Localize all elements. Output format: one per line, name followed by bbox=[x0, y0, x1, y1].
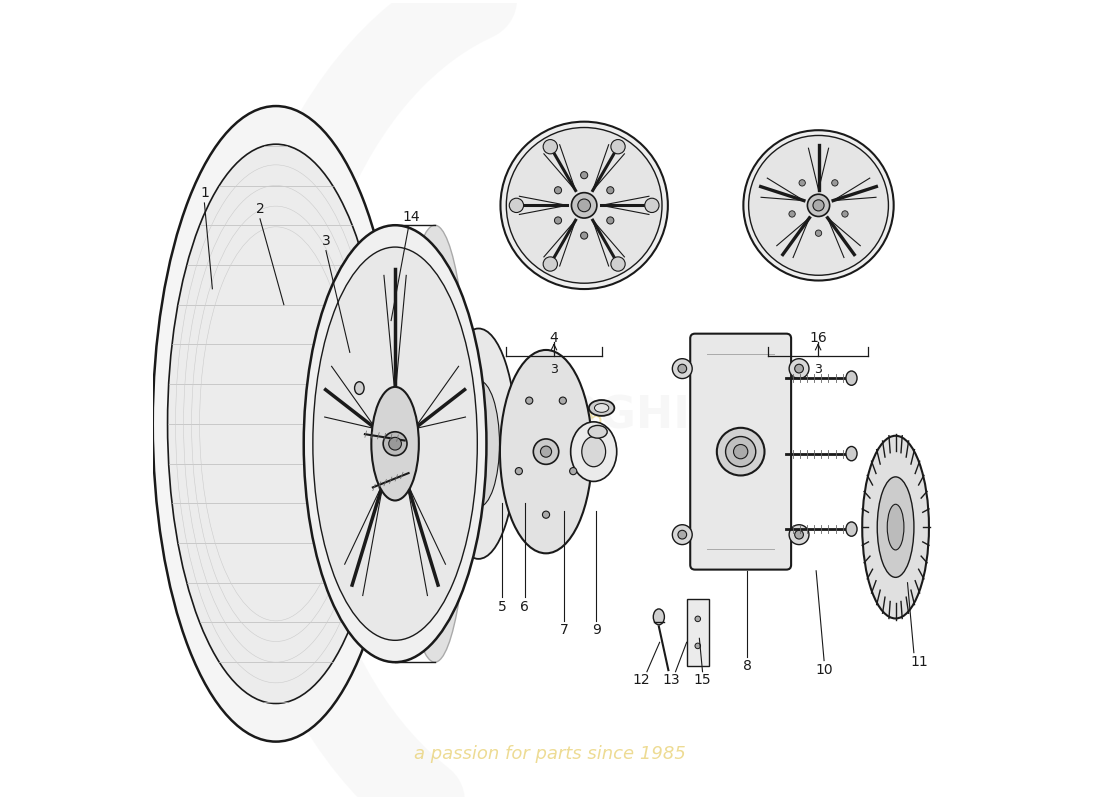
Ellipse shape bbox=[581, 232, 587, 239]
Text: 8: 8 bbox=[742, 659, 751, 673]
Ellipse shape bbox=[570, 467, 576, 474]
Ellipse shape bbox=[509, 198, 524, 213]
Ellipse shape bbox=[744, 130, 893, 281]
Ellipse shape bbox=[846, 522, 857, 536]
Ellipse shape bbox=[607, 186, 614, 194]
Ellipse shape bbox=[807, 194, 829, 217]
Ellipse shape bbox=[789, 358, 808, 378]
Ellipse shape bbox=[815, 230, 822, 236]
Text: 7: 7 bbox=[560, 623, 569, 638]
Text: 3: 3 bbox=[321, 234, 330, 248]
Text: 3: 3 bbox=[814, 363, 822, 376]
Ellipse shape bbox=[610, 139, 625, 154]
Ellipse shape bbox=[734, 445, 748, 458]
Ellipse shape bbox=[554, 217, 562, 224]
Text: LAMBORGHINI: LAMBORGHINI bbox=[387, 394, 745, 438]
Ellipse shape bbox=[540, 446, 551, 457]
Ellipse shape bbox=[388, 438, 401, 450]
Ellipse shape bbox=[794, 364, 803, 373]
Text: 2: 2 bbox=[255, 202, 264, 216]
Ellipse shape bbox=[440, 329, 517, 559]
Ellipse shape bbox=[832, 180, 838, 186]
Ellipse shape bbox=[695, 616, 701, 622]
Ellipse shape bbox=[543, 139, 558, 154]
Ellipse shape bbox=[717, 428, 764, 475]
Ellipse shape bbox=[581, 171, 587, 178]
Ellipse shape bbox=[846, 446, 857, 461]
Ellipse shape bbox=[789, 525, 808, 545]
Ellipse shape bbox=[678, 364, 686, 373]
Ellipse shape bbox=[543, 257, 558, 271]
Ellipse shape bbox=[572, 193, 597, 218]
Ellipse shape bbox=[645, 198, 659, 213]
Text: 11: 11 bbox=[911, 655, 928, 669]
Ellipse shape bbox=[559, 397, 566, 404]
Text: 9: 9 bbox=[592, 623, 601, 638]
Ellipse shape bbox=[862, 436, 929, 618]
Ellipse shape bbox=[499, 350, 592, 554]
Text: 5: 5 bbox=[498, 599, 507, 614]
Ellipse shape bbox=[877, 477, 914, 578]
Text: 4: 4 bbox=[550, 331, 559, 345]
Ellipse shape bbox=[304, 226, 486, 662]
Ellipse shape bbox=[653, 609, 664, 625]
Ellipse shape bbox=[534, 439, 559, 464]
Ellipse shape bbox=[312, 247, 477, 640]
Ellipse shape bbox=[695, 643, 701, 649]
Ellipse shape bbox=[799, 180, 805, 186]
Ellipse shape bbox=[594, 403, 608, 412]
FancyBboxPatch shape bbox=[690, 334, 791, 570]
Text: 3: 3 bbox=[550, 363, 558, 376]
Ellipse shape bbox=[588, 426, 607, 438]
Text: 13: 13 bbox=[662, 673, 680, 686]
Bar bbox=[686, 598, 708, 666]
Ellipse shape bbox=[846, 371, 857, 386]
Ellipse shape bbox=[888, 504, 904, 550]
Ellipse shape bbox=[167, 144, 384, 703]
Ellipse shape bbox=[515, 467, 522, 474]
Ellipse shape bbox=[672, 525, 692, 545]
Text: 1: 1 bbox=[200, 186, 209, 201]
Ellipse shape bbox=[610, 257, 625, 271]
Ellipse shape bbox=[153, 106, 399, 742]
Ellipse shape bbox=[813, 200, 824, 211]
Ellipse shape bbox=[582, 437, 606, 466]
Text: 6: 6 bbox=[520, 599, 529, 614]
Ellipse shape bbox=[554, 186, 562, 194]
Ellipse shape bbox=[789, 210, 795, 217]
Ellipse shape bbox=[571, 422, 617, 482]
Ellipse shape bbox=[500, 122, 668, 289]
Ellipse shape bbox=[506, 127, 662, 283]
Ellipse shape bbox=[458, 380, 499, 507]
Text: 12: 12 bbox=[632, 673, 650, 686]
Text: 16: 16 bbox=[810, 331, 827, 345]
Ellipse shape bbox=[542, 511, 550, 518]
Ellipse shape bbox=[749, 135, 889, 275]
Ellipse shape bbox=[372, 387, 419, 501]
Text: 15: 15 bbox=[694, 673, 712, 686]
Ellipse shape bbox=[578, 199, 591, 212]
Text: 14: 14 bbox=[403, 210, 420, 224]
Ellipse shape bbox=[794, 530, 803, 539]
Ellipse shape bbox=[672, 358, 692, 378]
Text: a passion for parts since 1985: a passion for parts since 1985 bbox=[301, 407, 608, 583]
Text: a passion for parts since 1985: a passion for parts since 1985 bbox=[414, 745, 686, 762]
Ellipse shape bbox=[842, 210, 848, 217]
Ellipse shape bbox=[526, 397, 532, 404]
Ellipse shape bbox=[607, 217, 614, 224]
Text: 10: 10 bbox=[815, 663, 833, 677]
Ellipse shape bbox=[400, 226, 470, 662]
Ellipse shape bbox=[678, 530, 686, 539]
Ellipse shape bbox=[383, 432, 407, 456]
Ellipse shape bbox=[354, 382, 364, 394]
Ellipse shape bbox=[726, 437, 756, 466]
Ellipse shape bbox=[588, 400, 614, 416]
